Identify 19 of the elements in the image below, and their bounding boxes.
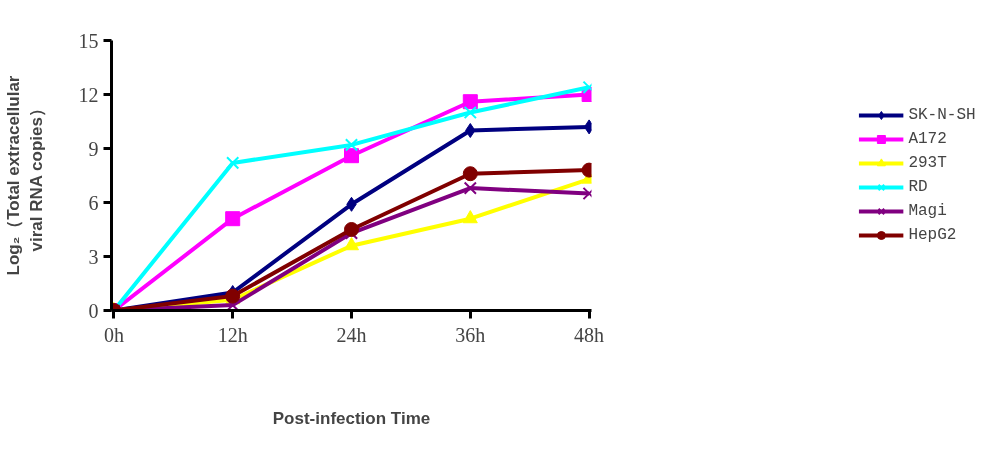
y-axis-title: Log₂（Total extracellular viral RNA copies） [3, 75, 46, 276]
legend-label: 293T [908, 154, 947, 172]
x-tick-label: 48h [574, 323, 605, 346]
x-tick-label: 12h [217, 323, 248, 346]
legend-label: A172 [908, 130, 947, 148]
y-tick-label: 15 [78, 29, 99, 52]
legend-label: RD [908, 178, 929, 196]
y-tick-label: 12 [78, 83, 99, 106]
y-tick-label: 3 [88, 245, 99, 268]
x-tick-label: 36h [455, 323, 486, 346]
legend-label: Magi [908, 202, 947, 220]
legend-label: HepG2 [908, 226, 957, 244]
x-tick-label: 0h [103, 323, 124, 346]
legend-label: SK-N-SH [908, 106, 976, 124]
x-axis-title: Post-infection Time [272, 408, 431, 428]
y-tick-label: 9 [88, 137, 99, 160]
x-tick-label: 24h [336, 323, 367, 346]
y-tick-label: 0 [88, 299, 99, 322]
y-tick-label: 6 [88, 191, 99, 214]
